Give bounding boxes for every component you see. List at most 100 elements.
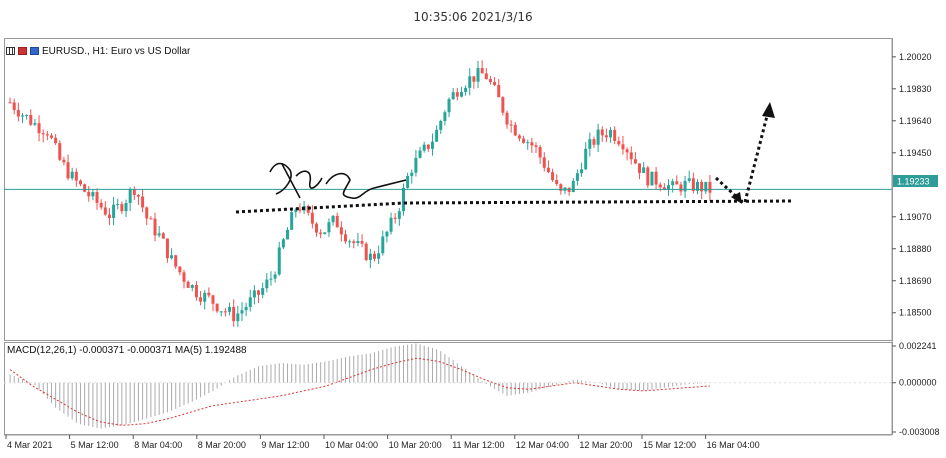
candle-body (414, 158, 417, 173)
candle-body (344, 234, 347, 241)
time-axis: 4 Mar 2021 5 Mar 12:00 8 Mar 04:00 8 Mar 20… (6, 435, 760, 450)
candle-body (25, 115, 28, 116)
candle-body (385, 232, 388, 237)
time-tick-label: 10 Mar 04:00 (325, 440, 378, 450)
candle-body (87, 192, 90, 197)
candle-body (149, 218, 152, 219)
candle-body (356, 241, 359, 243)
candle-body (38, 123, 41, 133)
time-tick-label: 9 Mar 12:00 (261, 440, 309, 450)
candle-body (609, 130, 612, 137)
time-tick-label: 12 Mar 04:00 (516, 440, 569, 450)
handwritten-signature (270, 164, 406, 199)
candle-body (617, 141, 620, 144)
candle-body (427, 145, 430, 149)
candle-body (58, 143, 61, 160)
time-tick-label: 5 Mar 12:00 (71, 440, 119, 450)
candle-body (187, 282, 190, 288)
candle-body (100, 203, 103, 208)
candle-body (154, 219, 157, 236)
candle-body (29, 115, 32, 125)
support-line-right (404, 201, 792, 203)
candle-body (671, 181, 674, 185)
candle-body (708, 182, 711, 193)
candle-body (373, 254, 376, 259)
candle-body (679, 184, 682, 191)
candle-body (477, 68, 480, 82)
candle-body (46, 134, 49, 135)
candle-body (406, 176, 409, 188)
candle-body (452, 92, 455, 99)
candle-body (257, 290, 260, 294)
price-tick-label: 1.19640 (899, 116, 932, 126)
up-arrow-head-icon (762, 102, 775, 118)
candle-body (191, 285, 194, 288)
candle-body (216, 304, 219, 312)
candle-body (443, 112, 446, 121)
candle-body (410, 173, 413, 176)
candle-body (431, 142, 434, 149)
candle-body (232, 307, 235, 321)
candle-body (178, 267, 181, 273)
time-tick-label: 8 Mar 04:00 (134, 440, 182, 450)
candle-body (166, 239, 169, 259)
candle-body (9, 102, 12, 103)
candle-body (137, 195, 140, 197)
candle-body (626, 149, 629, 152)
candle-body (555, 180, 558, 184)
candle-body (249, 297, 252, 307)
candle-body (224, 311, 227, 312)
candle-body (630, 152, 633, 159)
candle-body (211, 295, 214, 303)
candle-body (290, 212, 293, 230)
candle-body (497, 85, 500, 97)
price-tick-label: 1.20020 (899, 52, 932, 62)
candle-body (369, 254, 372, 260)
price-tick-label: 1.19450 (899, 148, 932, 158)
macd-tick-label: -0.003008 (899, 427, 940, 437)
candle-body (456, 92, 459, 96)
candle-body (352, 241, 355, 243)
candle-body (543, 157, 546, 167)
candle-body (601, 130, 604, 136)
candle-body (108, 215, 111, 218)
support-line-left (236, 203, 404, 212)
price-tick-label: 1.19830 (899, 84, 932, 94)
candle-body (597, 130, 600, 145)
candle-body (659, 185, 662, 188)
candle-body (332, 216, 335, 222)
candle-body (62, 160, 65, 162)
candle-body (493, 82, 496, 85)
candle-body (489, 79, 492, 82)
candle-body (348, 241, 351, 242)
macd-tick-label: 0.000000 (899, 378, 937, 388)
candle-body (54, 138, 57, 143)
candle-body (613, 130, 616, 141)
candle-body (145, 207, 148, 218)
candle-body (112, 205, 115, 218)
candle-body (336, 216, 339, 227)
candle-body (551, 172, 554, 180)
candle-body (675, 181, 678, 184)
time-tick-label: 15 Mar 12:00 (643, 440, 696, 450)
macd-tick-label: 0.002241 (899, 341, 937, 351)
candle-body (240, 310, 243, 313)
candle-body (506, 113, 509, 125)
candle-body (419, 151, 422, 158)
candle-body (71, 172, 74, 179)
candle-body (460, 92, 463, 97)
candle-body (584, 149, 587, 170)
candle-body (522, 139, 525, 143)
candle-body (390, 218, 393, 232)
candle-body (464, 88, 467, 92)
candle-body (116, 204, 119, 205)
candle-body (377, 253, 380, 258)
time-tick-label: 12 Mar 20:00 (579, 440, 632, 450)
candle-body (315, 224, 318, 233)
time-tick-label: 10 Mar 20:00 (389, 440, 442, 450)
candle-body (282, 239, 285, 247)
candle-body (621, 144, 624, 149)
candle-body (704, 182, 707, 191)
candle-body (472, 76, 475, 81)
